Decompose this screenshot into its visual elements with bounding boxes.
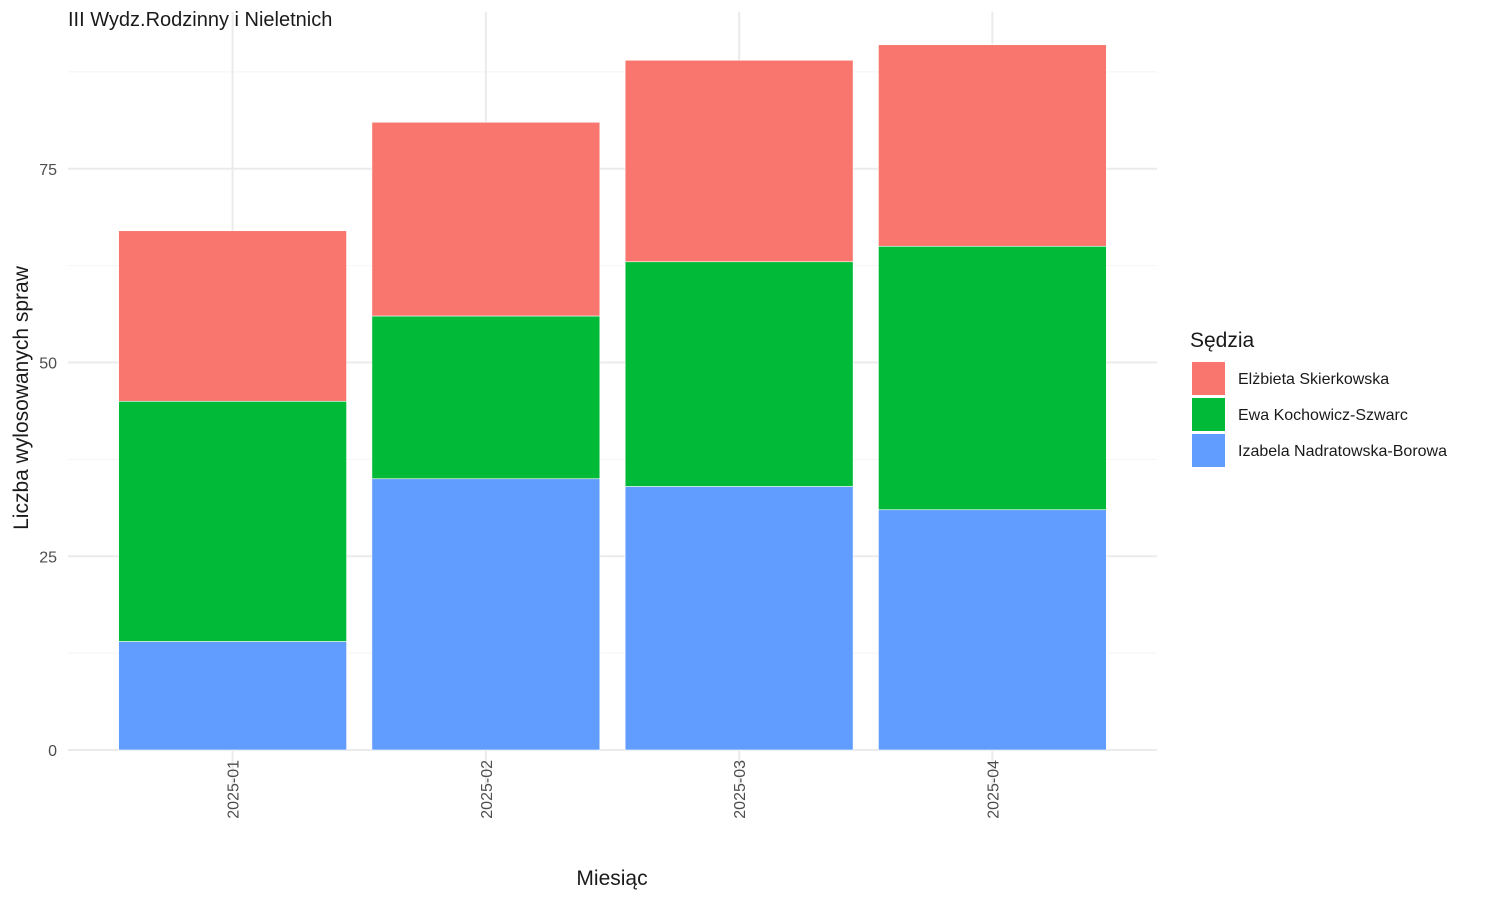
bar-segment: [371, 478, 601, 751]
x-tick-label: 2025-02: [479, 760, 496, 819]
legend-label: Ewa Kochowicz-Szwarc: [1238, 407, 1408, 424]
x-tick-label: 2025-03: [732, 760, 749, 819]
y-tick-label: 0: [48, 743, 57, 760]
bar-segment: [371, 315, 601, 480]
x-axis-title: Miesiąc: [576, 867, 647, 890]
bar-segment: [878, 44, 1107, 247]
bars: [118, 44, 1107, 751]
bar-segment: [371, 121, 601, 317]
x-axis-ticks: 2025-01 2025-02 2025-03 2025-04: [226, 760, 1003, 819]
bar-segment: [624, 261, 854, 487]
x-tick-label: 2025-04: [985, 760, 1002, 819]
bar-segment: [624, 486, 854, 751]
bar-segment: [878, 245, 1107, 511]
legend: Sędzia Elżbieta Skierkowska Ewa Kochowicz…: [1190, 329, 1447, 467]
bar-segment: [118, 641, 347, 751]
legend-label: Izabela Nadratowska-Borowa: [1238, 443, 1447, 460]
legend-swatch: [1192, 362, 1225, 395]
x-tick-label: 2025-01: [226, 760, 243, 819]
bar-segment: [118, 400, 347, 642]
chart-title: III Wydz.Rodzinny i Nieletnich: [68, 9, 332, 31]
y-axis-title: Liczba wylosowanych spraw: [10, 265, 33, 530]
legend-swatch: [1192, 434, 1225, 467]
bar-segment: [118, 230, 347, 402]
legend-title: Sędzia: [1190, 329, 1255, 352]
legend-items: Elżbieta Skierkowska Ewa Kochowicz-Szwarc…: [1192, 362, 1447, 467]
y-tick-label: 25: [39, 549, 57, 566]
bar-segment: [624, 59, 854, 263]
legend-label: Elżbieta Skierkowska: [1238, 371, 1389, 388]
y-tick-label: 50: [39, 356, 57, 373]
bar-segment: [878, 509, 1107, 751]
y-axis-ticks: 0 25 50 75: [39, 162, 57, 760]
legend-swatch: [1192, 398, 1225, 431]
y-tick-label: 75: [39, 162, 57, 179]
